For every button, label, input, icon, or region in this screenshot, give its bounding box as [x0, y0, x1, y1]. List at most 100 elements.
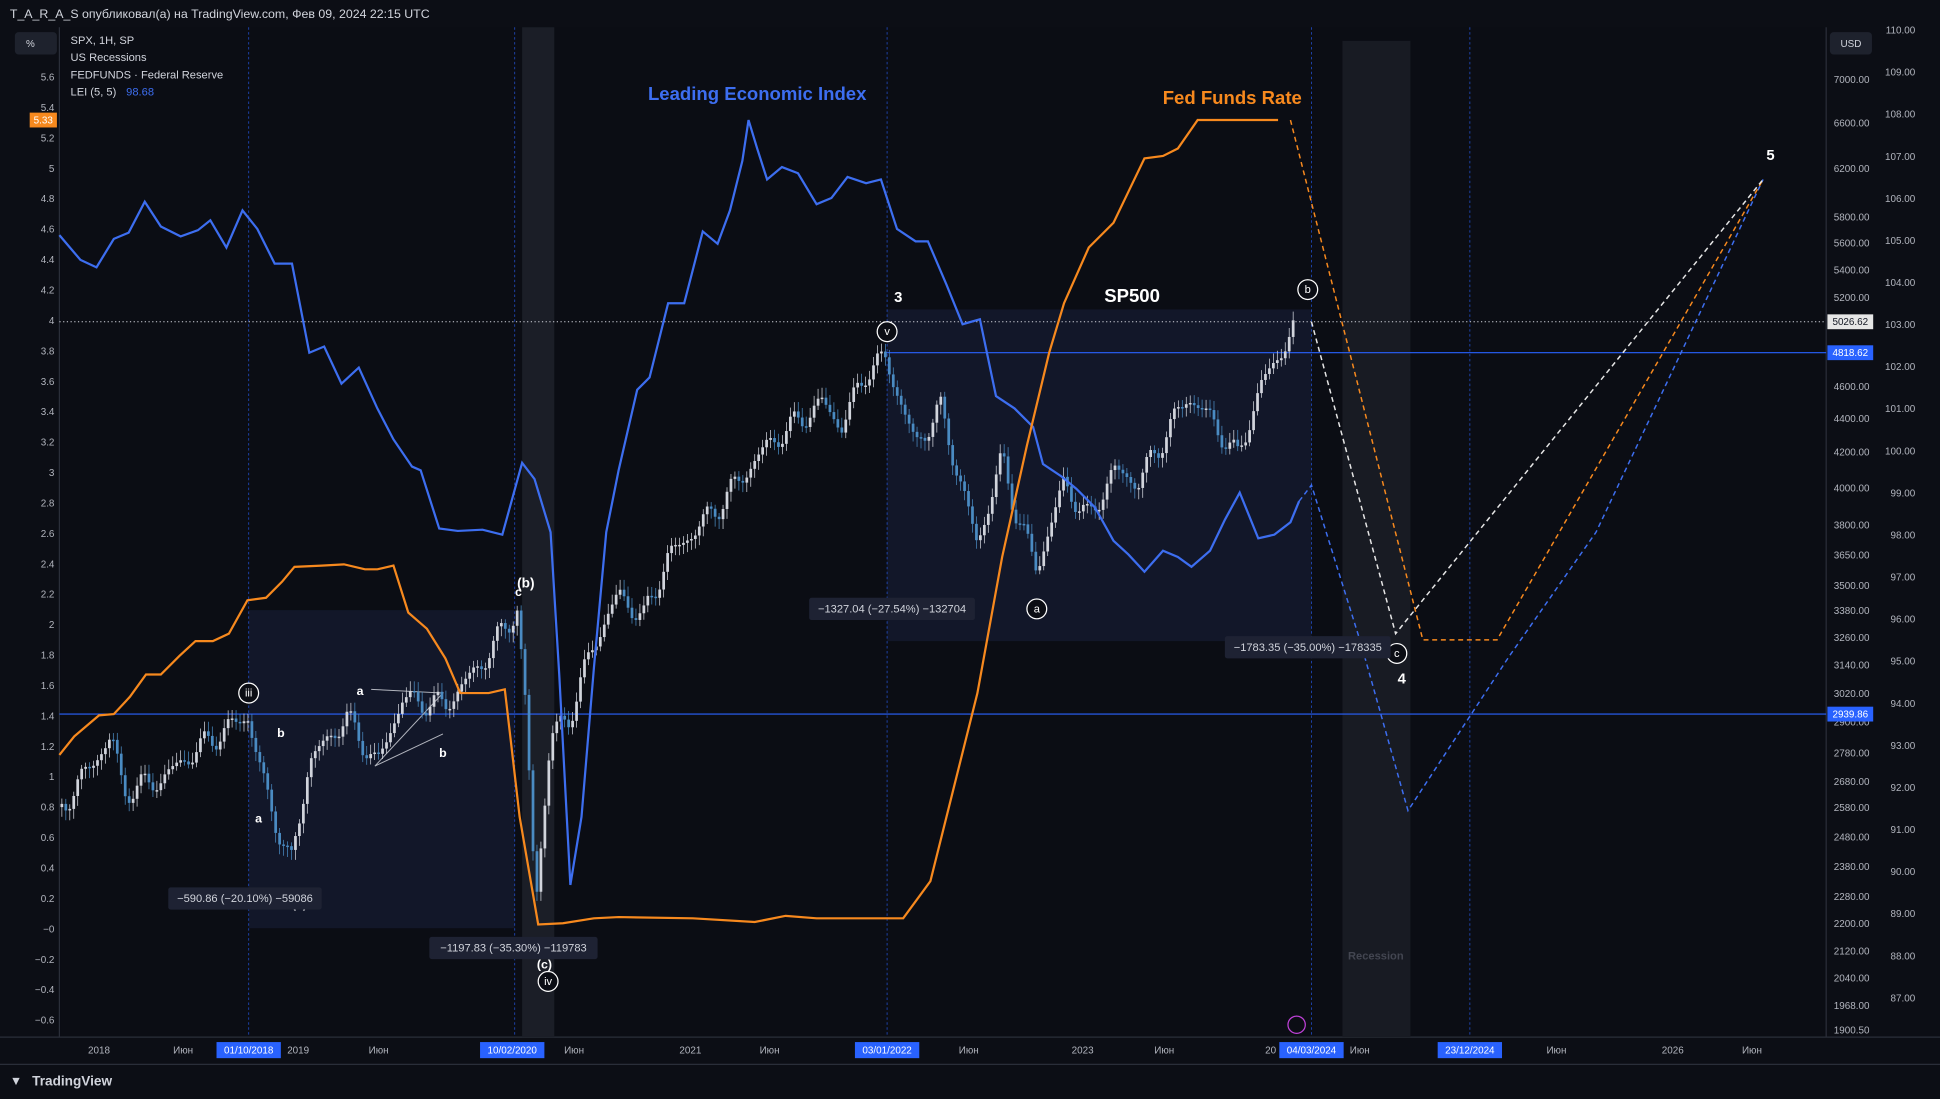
candle-body	[151, 782, 155, 791]
candle-body	[1109, 470, 1113, 484]
wave-label: 3	[894, 290, 902, 306]
candle-body	[1153, 449, 1156, 454]
circled-label: v	[884, 326, 890, 338]
candle-body	[507, 628, 511, 633]
candle-body	[1204, 408, 1208, 411]
candle-body	[903, 404, 907, 415]
recession-label: Recession	[1348, 951, 1404, 963]
left-axis-label: 4.8	[41, 194, 55, 205]
candle-body	[666, 553, 669, 572]
percent-label[interactable]: %	[26, 39, 35, 50]
lei-axis-label: 88.00	[1891, 951, 1916, 962]
spx-axis-label: 3380.00	[1834, 606, 1870, 617]
candle-body	[139, 774, 143, 786]
candle-body	[1157, 453, 1160, 458]
candle-body	[424, 712, 428, 716]
legend-item: LEI (5, 5)	[71, 87, 117, 99]
measure-box	[168, 887, 322, 910]
candle-body	[1272, 363, 1275, 369]
spx-axis-label: 5200.00	[1834, 293, 1870, 304]
candle-body	[610, 604, 614, 614]
candle-body	[1252, 411, 1255, 431]
candle-body	[733, 476, 737, 479]
currency-button[interactable]	[1829, 32, 1872, 55]
candle-body	[60, 803, 64, 808]
candle-body	[369, 754, 373, 759]
candle-body	[397, 713, 400, 724]
candle-body	[282, 844, 285, 846]
candle-body	[979, 535, 982, 541]
candle-body	[393, 723, 396, 734]
measure-area	[248, 610, 515, 929]
candle-body	[262, 762, 266, 774]
candle-body	[100, 754, 103, 761]
candle-body	[646, 595, 650, 606]
spx-axis-label: 6600.00	[1834, 118, 1870, 129]
candle-body	[658, 589, 662, 598]
candle-body	[96, 760, 99, 766]
candle-body	[222, 728, 226, 742]
candle-body	[551, 733, 555, 761]
candle-body	[341, 726, 345, 737]
circled-label: b	[1305, 284, 1311, 296]
candle-body	[935, 404, 939, 423]
candle-body	[583, 659, 586, 678]
candle-body	[80, 768, 84, 780]
candle-body	[555, 721, 559, 734]
spx-axis-label: 3500.00	[1834, 581, 1870, 592]
circled-label: iii	[245, 688, 252, 700]
candle-body	[1133, 482, 1137, 489]
candle-body	[404, 697, 408, 703]
time-axis-label: Июн	[959, 1045, 979, 1056]
measure-box	[809, 597, 975, 621]
candle-body	[428, 706, 432, 716]
candle-body	[781, 443, 784, 447]
price-badge	[1827, 345, 1874, 361]
candle-body	[321, 740, 325, 747]
candle-body	[1078, 511, 1081, 513]
candle-body	[298, 823, 301, 837]
candle-body	[1236, 439, 1240, 447]
circled-label: a	[1034, 603, 1041, 615]
candle-body	[361, 740, 365, 756]
spx-axis-label: 2380.00	[1834, 862, 1870, 873]
candle-body	[662, 571, 666, 590]
candle-body	[234, 718, 238, 722]
candle-body	[1117, 465, 1121, 470]
left-axis-label: 0.2	[41, 894, 55, 905]
candle-body	[230, 718, 234, 720]
candle-body	[1275, 360, 1279, 364]
candle-body	[377, 752, 380, 755]
time-badge-label: 04/03/2024	[1287, 1045, 1337, 1056]
candle-body	[884, 351, 887, 358]
candle-body	[579, 677, 582, 702]
currency-label[interactable]: USD	[1840, 39, 1861, 50]
time-badge	[216, 1042, 281, 1059]
candle-body	[187, 761, 190, 765]
left-axis-label: 4.2	[41, 286, 55, 297]
candle-body	[761, 447, 764, 455]
candle-body	[290, 846, 293, 850]
percent-button[interactable]	[14, 32, 57, 55]
candle-body	[690, 538, 693, 541]
candle-body	[385, 742, 388, 749]
lei-axis-label: 91.00	[1891, 825, 1916, 836]
candle-body	[1105, 483, 1109, 500]
candle-body	[1264, 374, 1267, 380]
candle-body	[1165, 437, 1168, 454]
candle-body	[1149, 449, 1152, 457]
time-axis-label: 2018	[88, 1045, 110, 1056]
candle-body	[214, 745, 218, 750]
candle-body	[757, 454, 761, 462]
candle-body	[852, 387, 856, 402]
candle-body	[1180, 407, 1184, 409]
candle-body	[686, 540, 689, 543]
legend-item: SPX, 1H, SP	[71, 35, 135, 47]
candle-body	[111, 739, 115, 742]
candle-body	[630, 607, 634, 619]
candle-body	[294, 836, 297, 850]
candle-body	[990, 497, 994, 514]
candle-body	[777, 442, 780, 447]
event-icon[interactable]	[1287, 1015, 1306, 1035]
candle-body	[919, 437, 923, 439]
